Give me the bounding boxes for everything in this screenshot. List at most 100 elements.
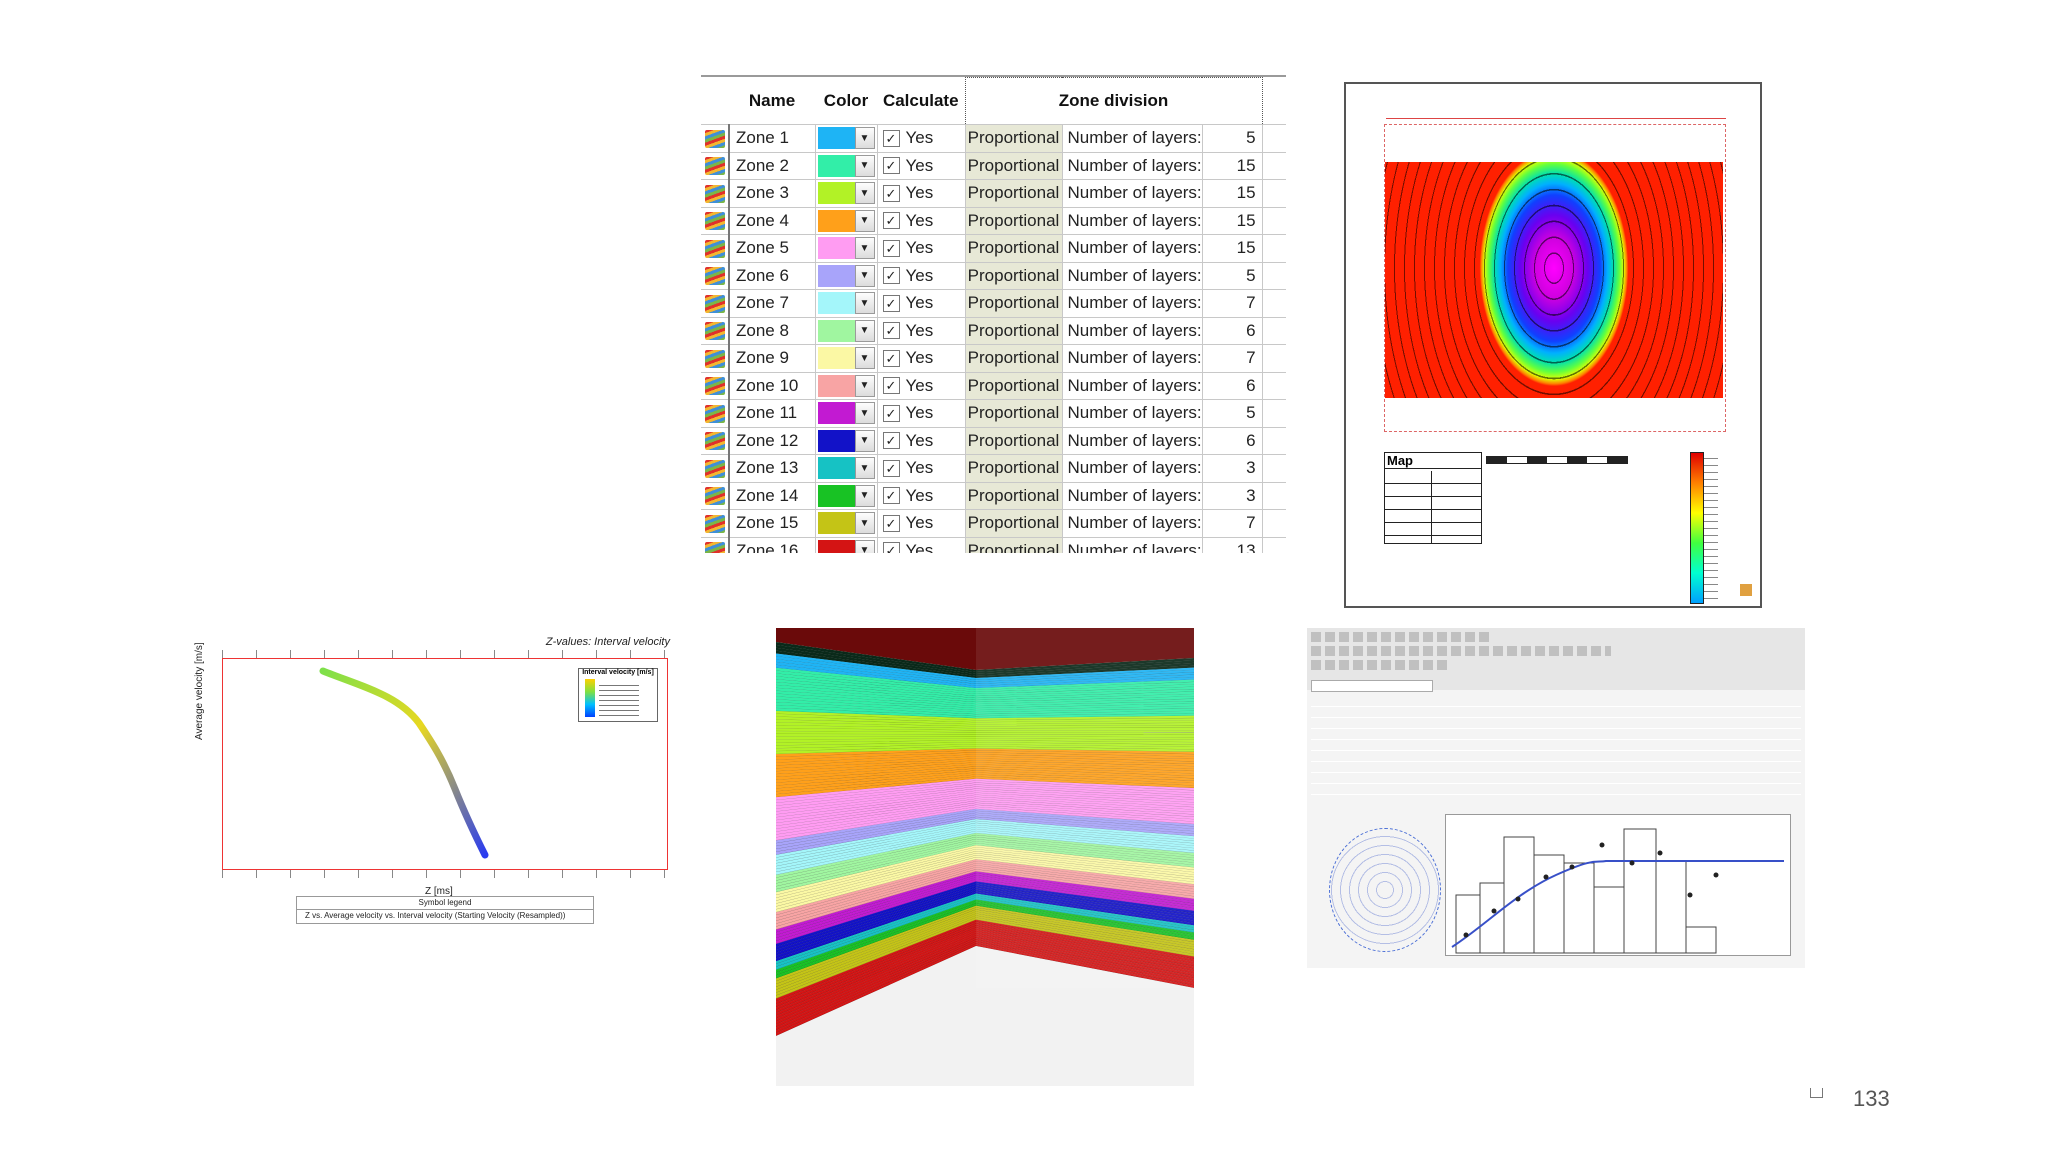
zone-color-cell[interactable]: ▼ [815,372,878,400]
layers-input[interactable]: 15 [1202,234,1263,263]
division-method-button[interactable]: Proportional [965,427,1063,455]
layers-input[interactable]: 6 [1202,317,1263,345]
zone-name-cell[interactable]: Zone 12 [729,427,816,455]
color-picker[interactable]: ▼ [817,512,875,535]
calculate-cell[interactable]: ✓ Yes [877,317,966,345]
zone-color-cell[interactable]: ▼ [815,317,878,345]
table-row[interactable]: Zone 9 ▼ ✓ Yes Proportional Number of layers:… [701,344,1286,373]
zone-color-cell[interactable]: ▼ [815,152,878,180]
calculate-checkbox[interactable]: ✓ [882,129,900,147]
zone-color-cell[interactable]: ▼ [815,509,878,538]
zone-name-cell[interactable]: Zone 5 [729,234,816,263]
calculate-checkbox[interactable]: ✓ [882,404,900,422]
color-picker[interactable]: ▼ [817,127,875,150]
zone-name-cell[interactable]: Zone 14 [729,482,816,510]
layers-input[interactable]: 15 [1202,207,1263,235]
division-method-button[interactable]: Proportional [965,207,1063,235]
calculate-cell[interactable]: ✓ Yes [877,152,966,180]
calculate-cell[interactable]: ✓ Yes [877,124,966,153]
chevron-down-icon[interactable]: ▼ [854,319,875,342]
division-method-button[interactable]: Proportional [965,124,1063,153]
calculate-cell[interactable]: ✓ Yes [877,537,966,553]
calculate-cell[interactable]: ✓ Yes [877,262,966,290]
chevron-down-icon[interactable]: ▼ [854,484,875,507]
chevron-down-icon[interactable]: ▼ [854,512,875,535]
chevron-down-icon[interactable]: ▼ [854,347,875,370]
color-picker[interactable]: ▼ [817,292,875,315]
division-method-button[interactable]: Proportional [965,179,1063,208]
division-method-button[interactable]: Proportional [965,289,1063,318]
division-method-button[interactable]: Proportional [965,262,1063,290]
color-picker[interactable]: ▼ [817,319,875,342]
calculate-checkbox[interactable]: ✓ [882,322,900,340]
calculate-checkbox[interactable]: ✓ [882,514,900,532]
table-row[interactable]: Zone 12 ▼ ✓ Yes Proportional Number of layers… [701,427,1286,455]
table-row[interactable]: Zone 11 ▼ ✓ Yes Proportional Number of layers… [701,399,1286,428]
calculate-checkbox[interactable]: ✓ [882,377,900,395]
division-method-button[interactable]: Proportional [965,152,1063,180]
table-row[interactable]: Zone 7 ▼ ✓ Yes Proportional Number of layers:… [701,289,1286,318]
table-row[interactable]: Zone 8 ▼ ✓ Yes Proportional Number of layers:… [701,317,1286,345]
layers-input[interactable]: 7 [1202,344,1263,373]
layers-input[interactable]: 5 [1202,124,1263,153]
table-row[interactable]: Zone 2 ▼ ✓ Yes Proportional Number of layers:… [701,152,1286,180]
color-picker[interactable]: ▼ [817,237,875,260]
table-row[interactable]: Zone 3 ▼ ✓ Yes Proportional Number of layers:… [701,179,1286,208]
zone-color-cell[interactable]: ▼ [815,289,878,318]
calculate-checkbox[interactable]: ✓ [882,267,900,285]
calculate-checkbox[interactable]: ✓ [882,542,900,553]
zone-color-cell[interactable]: ▼ [815,454,878,483]
division-method-button[interactable]: Proportional [965,537,1063,553]
zone-color-cell[interactable]: ▼ [815,399,878,428]
zone-name-cell[interactable]: Zone 10 [729,372,816,400]
layers-input[interactable]: 7 [1202,509,1263,538]
table-row[interactable]: Zone 13 ▼ ✓ Yes Proportional Number of layers… [701,454,1286,483]
color-picker[interactable]: ▼ [817,347,875,370]
zone-name-cell[interactable]: Zone 8 [729,317,816,345]
chevron-down-icon[interactable]: ▼ [854,374,875,397]
zone-name-cell[interactable]: Zone 11 [729,399,816,428]
calculate-cell[interactable]: ✓ Yes [877,207,966,235]
layers-input[interactable]: 15 [1202,152,1263,180]
division-method-button[interactable]: Proportional [965,344,1063,373]
zone-color-cell[interactable]: ▼ [815,262,878,290]
calculate-cell[interactable]: ✓ Yes [877,454,966,483]
division-method-button[interactable]: Proportional [965,317,1063,345]
chevron-down-icon[interactable]: ▼ [854,539,875,553]
layers-input[interactable]: 13 [1202,537,1263,553]
color-picker[interactable]: ▼ [817,539,875,553]
name-column-header[interactable]: Name [729,77,815,125]
zone-name-cell[interactable]: Zone 6 [729,262,816,290]
layers-input[interactable]: 5 [1202,262,1263,290]
calculate-cell[interactable]: ✓ Yes [877,344,966,373]
zone-name-cell[interactable]: Zone 4 [729,207,816,235]
zone-name-cell[interactable]: Zone 7 [729,289,816,318]
calculate-checkbox[interactable]: ✓ [882,459,900,477]
calculate-checkbox[interactable]: ✓ [882,294,900,312]
division-method-button[interactable]: Proportional [965,372,1063,400]
zone-name-cell[interactable]: Zone 13 [729,454,816,483]
layers-input[interactable]: 15 [1202,179,1263,208]
zone-color-cell[interactable]: ▼ [815,482,878,510]
color-picker[interactable]: ▼ [817,429,875,452]
table-row[interactable]: Zone 16 ▼ ✓ Yes Proportional Number of layers… [701,537,1286,553]
chevron-down-icon[interactable]: ▼ [854,264,875,287]
variogram-settings-form[interactable] [1311,696,1801,796]
chevron-down-icon[interactable]: ▼ [854,127,875,150]
table-row[interactable]: Zone 1 ▼ ✓ Yes Proportional Number of layers:… [701,124,1286,153]
zone-color-cell[interactable]: ▼ [815,179,878,208]
table-row[interactable]: Zone 4 ▼ ✓ Yes Proportional Number of layers:… [701,207,1286,235]
calculate-checkbox[interactable]: ✓ [882,184,900,202]
color-picker[interactable]: ▼ [817,484,875,507]
calculate-checkbox[interactable]: ✓ [882,432,900,450]
color-picker[interactable]: ▼ [817,209,875,232]
zone-name-cell[interactable]: Zone 16 [729,537,816,553]
color-picker[interactable]: ▼ [817,264,875,287]
division-method-button[interactable]: Proportional [965,482,1063,510]
color-column-header[interactable]: Color [815,77,877,125]
table-row[interactable]: Zone 6 ▼ ✓ Yes Proportional Number of layers:… [701,262,1286,290]
color-picker[interactable]: ▼ [817,374,875,397]
calculate-cell[interactable]: ✓ Yes [877,372,966,400]
calculate-checkbox[interactable]: ✓ [882,487,900,505]
layers-input[interactable]: 6 [1202,372,1263,400]
